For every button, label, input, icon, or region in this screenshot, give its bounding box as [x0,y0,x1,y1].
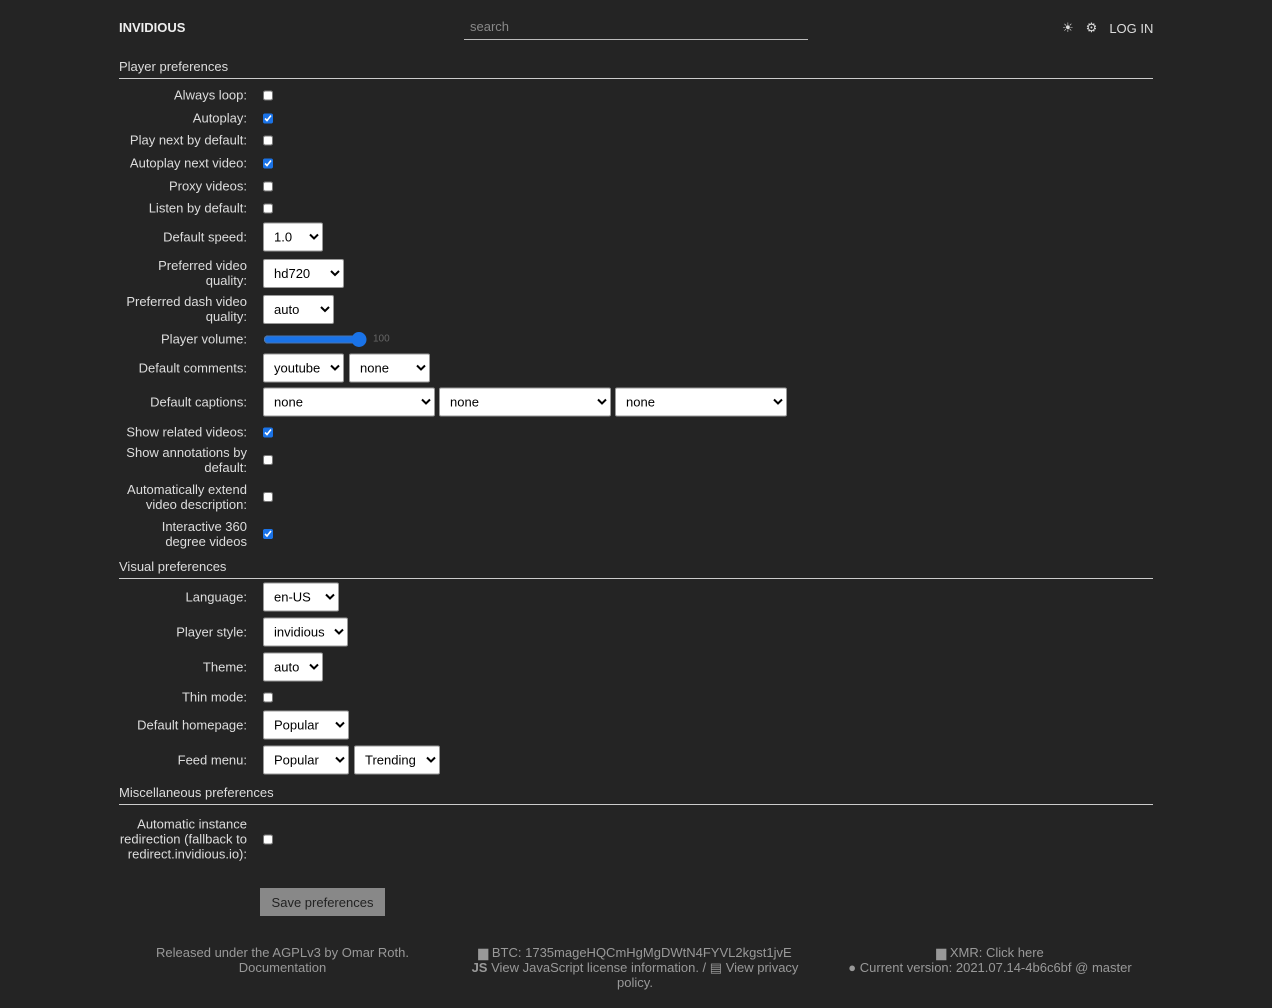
label: Default comments: [138,360,247,376]
redirect-checkbox[interactable] [263,834,273,844]
separator: / [698,960,710,975]
btc-address: BTC: 1735mageHQCmHgMgDWtN4FYVL2kgst1jvE [491,945,792,960]
speed-select[interactable]: 1.0 [263,222,323,252]
proxy-checkbox[interactable] [263,181,273,191]
privacy-link[interactable]: View privacy policy. [617,960,799,990]
quality-select[interactable]: hd720 [263,258,344,288]
label: Default speed: [163,229,247,245]
volume-value: 100 [373,333,390,345]
label: Interactive 360 degree videos [161,519,247,549]
js-license-link[interactable]: View JavaScript license information. [491,960,699,975]
play-next-checkbox[interactable] [263,135,273,145]
github-icon: ● [848,960,857,975]
extend-description-checkbox[interactable] [263,492,273,502]
player-style-select[interactable]: invidious [263,617,348,647]
documentation-link[interactable]: Documentation [238,960,327,975]
captions-3-select[interactable]: none [615,387,787,417]
listen-checkbox[interactable] [263,203,273,213]
theme-select[interactable]: auto [263,652,323,682]
logo[interactable]: INVIDIOUS [119,20,186,35]
license-text: Released under the AGPLv3 by Omar Roth. [156,945,409,960]
captions-1-select[interactable]: none [263,387,435,417]
related-checkbox[interactable] [263,427,273,437]
label: Default homepage: [137,717,247,733]
label: Preferred dash video quality: [126,294,247,324]
feed-menu-1-select[interactable]: Popular [263,745,349,775]
autoplay-checkbox[interactable] [263,113,273,123]
login-link[interactable]: LOG IN [1109,20,1154,36]
label: Language: [185,589,247,605]
section-misc: Miscellaneous preferences [119,785,1153,805]
homepage-select[interactable]: Popular [263,710,349,740]
theme-toggle-icon[interactable]: ☀ [1062,20,1074,35]
label: Player volume: [161,331,247,347]
captions-2-select[interactable]: none [439,387,611,417]
search-input[interactable] [464,14,808,40]
label: Autoplay: [192,110,247,126]
save-button[interactable]: Save preferences [260,888,385,916]
label: Play next by default: [129,132,247,148]
comments-secondary-select[interactable]: none [349,353,430,383]
settings-icon[interactable]: ⚙ [1085,20,1098,35]
label: Feed menu: [177,752,247,768]
section-visual: Visual preferences [119,559,1153,579]
label: Show annotations by default: [126,445,247,475]
label: Preferred video quality: [158,258,247,288]
document-icon: ▤ [709,960,726,975]
section-player: Player preferences [119,59,1153,79]
autoplay-next-checkbox[interactable] [263,158,273,168]
xmr-link[interactable]: XMR: Click here [949,945,1044,960]
label: Theme: [202,659,247,675]
dash-quality-select[interactable]: auto [263,294,334,324]
wallet-icon: ▆ [936,945,950,960]
label: Autoplay next video: [129,155,247,171]
volume-slider[interactable] [263,334,367,344]
label: Always loop: [174,87,247,103]
label: Default captions: [150,394,247,410]
wallet-icon: ▆ [478,945,492,960]
js-icon: JS [471,960,492,975]
label: Show related videos: [126,424,247,440]
label: Proxy videos: [168,178,247,194]
label: Automatic instance redirection (fallback… [119,816,247,862]
label: Automatically extend video description: [127,482,247,512]
label: Thin mode: [181,689,247,705]
always-loop-checkbox[interactable] [263,90,273,100]
thin-mode-checkbox[interactable] [263,692,273,702]
label: Player style: [176,624,247,640]
label: Listen by default: [148,200,247,216]
comments-primary-select[interactable]: youtube [263,353,344,383]
feed-menu-2-select[interactable]: Trending [354,745,440,775]
version-link[interactable]: Current version: 2021.07.14-4b6c6bf @ ma… [859,960,1132,975]
annotations-checkbox[interactable] [263,455,273,465]
language-select[interactable]: en-US [263,582,339,612]
vr-checkbox[interactable] [263,529,273,539]
